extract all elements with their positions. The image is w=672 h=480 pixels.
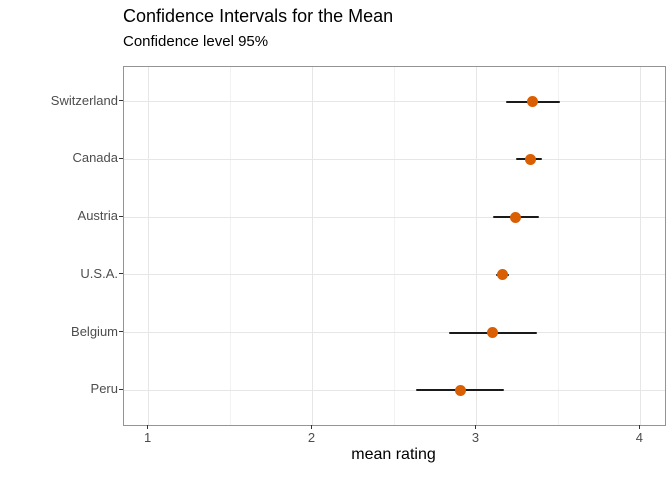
y-axis-label: Switzerland: [50, 92, 118, 108]
y-axis-tick: [119, 331, 123, 333]
row-gridline: [124, 274, 665, 276]
y-axis-tick: [119, 215, 123, 217]
row-gridline: [124, 332, 665, 334]
x-axis-label: 1: [143, 430, 152, 445]
y-axis-tick: [119, 100, 123, 102]
y-axis-label: Austria: [77, 208, 118, 224]
minor-gridline: [230, 67, 232, 425]
y-axis-label: U.S.A.: [80, 265, 118, 281]
major-gridline: [475, 67, 477, 425]
mean-point: [454, 384, 466, 396]
y-axis-tick: [119, 157, 123, 159]
chart-title: Confidence Intervals for the Mean: [123, 6, 394, 26]
mean-point: [525, 153, 537, 165]
minor-gridline: [394, 67, 395, 425]
chart-subtitle: Confidence level 95%: [123, 33, 269, 50]
x-axis-tick: [638, 425, 640, 429]
major-gridline: [312, 67, 314, 425]
minor-gridline: [557, 67, 559, 425]
major-gridline: [148, 67, 150, 425]
y-axis-label: Peru: [90, 381, 118, 397]
x-axis-label: 3: [471, 430, 480, 445]
major-gridline: [639, 67, 641, 425]
mean-point: [526, 96, 538, 108]
plot-panel: [123, 66, 666, 426]
x-axis-tick: [311, 425, 313, 429]
x-axis-label: 4: [635, 430, 644, 445]
x-axis-label: 2: [307, 430, 316, 445]
y-axis-tick: [119, 273, 123, 275]
y-axis-label: Belgium: [71, 323, 118, 339]
y-axis-label: Canada: [72, 150, 118, 166]
mean-point: [487, 327, 499, 339]
x-axis-title: mean rating: [351, 446, 436, 463]
mean-point: [497, 269, 509, 281]
row-gridline: [124, 158, 665, 160]
x-axis-tick: [474, 425, 476, 429]
mean-point: [510, 211, 522, 223]
y-axis-tick: [119, 388, 123, 390]
x-axis-tick: [147, 425, 149, 429]
row-gridline: [124, 101, 665, 103]
row-gridline: [124, 389, 665, 391]
row-gridline: [124, 216, 665, 218]
